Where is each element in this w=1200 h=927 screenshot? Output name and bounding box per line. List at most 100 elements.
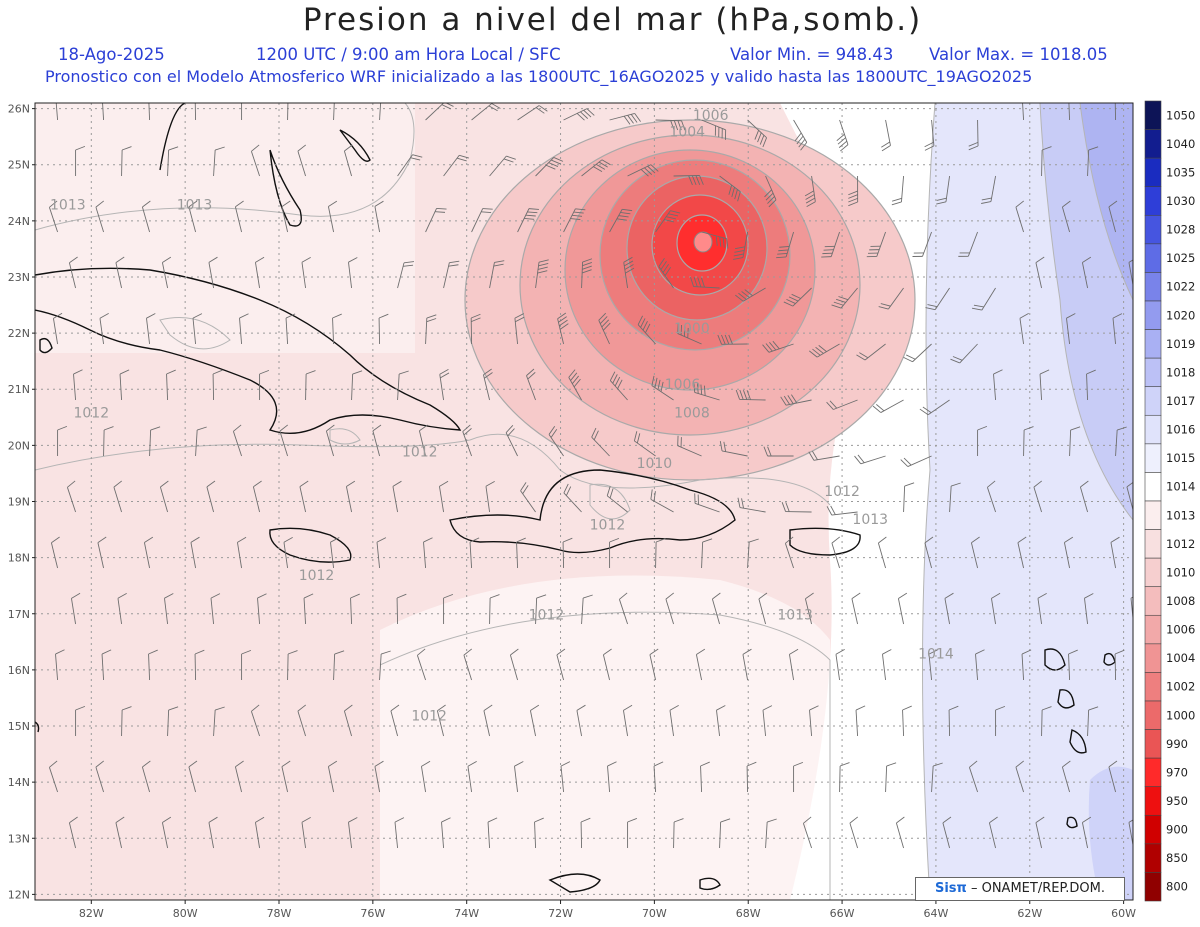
- wind-barb-feather: [924, 141, 934, 148]
- wind-barb-feather: [969, 760, 978, 768]
- contour-label: 1013: [852, 512, 888, 528]
- wind-barb-staff: [250, 711, 260, 737]
- wind-barb-feather: [818, 345, 827, 352]
- wind-barb-staff: [739, 507, 766, 513]
- wind-barb-feather: [973, 304, 984, 308]
- wind-barb-staff: [392, 486, 399, 513]
- colorbar-label: 1016: [1166, 423, 1195, 437]
- wind-barb-staff: [927, 399, 950, 416]
- lon-tick-label: 82W: [79, 907, 104, 920]
- wind-barb-staff: [945, 175, 951, 202]
- wind-barb-staff: [900, 175, 905, 202]
- wind-barb-staff: [517, 208, 530, 233]
- wind-barb-staff: [325, 430, 335, 457]
- wind-barb-feather: [558, 316, 567, 323]
- wind-barb-staff: [665, 599, 675, 625]
- wind-barb-feather: [576, 704, 586, 711]
- wind-barb-staff: [1087, 150, 1090, 177]
- wind-barb-feather: [75, 145, 86, 151]
- wind-barb-staff: [1037, 598, 1043, 625]
- wind-barb-feather: [449, 260, 460, 264]
- wind-barb-feather: [440, 372, 450, 379]
- wind-barb-staff: [97, 542, 105, 569]
- wind-barb-staff: [768, 343, 794, 353]
- wind-barb-feather: [463, 648, 473, 656]
- contour-label: 1013: [777, 607, 813, 623]
- wind-barb-feather: [812, 348, 821, 356]
- colorbar-swatch: [1144, 243, 1162, 273]
- wind-barb-feather: [97, 536, 107, 543]
- wind-barb-staff: [885, 119, 891, 146]
- wind-barb-feather: [898, 592, 908, 599]
- wind-barb-feather: [741, 291, 750, 298]
- wind-barb-feather: [113, 480, 123, 488]
- colorbar-swatch: [1144, 614, 1162, 645]
- colorbar-label: 1018: [1166, 365, 1195, 379]
- wind-barb-feather: [162, 256, 172, 263]
- wind-barb-staff: [934, 287, 950, 310]
- wind-barb-staff: [1069, 430, 1072, 457]
- wind-barb-feather: [303, 593, 314, 599]
- colorbar-label: 970: [1166, 765, 1188, 779]
- colorbar-label: 1028: [1166, 223, 1195, 237]
- contour-label: 1012: [299, 568, 335, 584]
- wind-barb-feather: [557, 312, 567, 320]
- wind-barb-feather: [767, 196, 775, 204]
- wind-barb-feather: [928, 649, 939, 655]
- wind-barb-feather: [469, 537, 480, 543]
- colorbar-swatch: [1144, 700, 1162, 730]
- wind-barb-feather: [570, 372, 578, 381]
- wind-barb-staff: [560, 766, 565, 793]
- wind-barb-staff: [232, 431, 242, 457]
- wind-barb-staff: [148, 654, 151, 681]
- wind-barb-feather: [507, 428, 515, 437]
- contour-label: 1014: [918, 647, 954, 663]
- wind-barb-staff: [694, 391, 720, 401]
- wind-barb-staff: [250, 151, 260, 177]
- wind-barb-feather: [764, 189, 772, 198]
- wind-barb-staff: [121, 709, 123, 737]
- colorbar-label: 1013: [1166, 508, 1195, 522]
- wind-barb-feather: [854, 455, 862, 465]
- wind-barb-feather: [583, 594, 593, 599]
- wind-barb-staff: [655, 119, 682, 122]
- wind-barb-feather: [902, 705, 912, 711]
- wind-barb-feather: [399, 370, 409, 375]
- wind-barb-staff: [975, 654, 979, 681]
- colorbar-label: 1014: [1166, 480, 1195, 494]
- wind-barb-feather: [838, 140, 848, 148]
- wind-barb-feather: [283, 536, 293, 543]
- wind-barb-feather: [148, 649, 158, 655]
- wind-barb-feather: [582, 265, 592, 270]
- wind-barb-staff: [970, 542, 979, 569]
- wind-barb-feather: [538, 105, 548, 112]
- wind-barb-feather: [1115, 90, 1124, 94]
- wind-barb-staff: [71, 598, 77, 625]
- wind-barb-feather: [233, 424, 242, 432]
- colorbar-swatch: [1144, 129, 1162, 159]
- wind-barb-feather: [778, 249, 789, 252]
- wind-barb-feather: [328, 200, 338, 207]
- wind-barb-feather: [647, 165, 656, 174]
- wind-barb-staff: [655, 541, 657, 569]
- wind-barb-feather: [765, 343, 773, 352]
- wind-barb-feather: [651, 375, 655, 386]
- colorbar-swatch: [1144, 557, 1162, 588]
- colorbar-swatch: [1144, 672, 1162, 702]
- lat-tick-label: 25N: [8, 159, 30, 172]
- wind-barb-feather: [948, 705, 959, 711]
- wind-barb-staff: [742, 287, 766, 302]
- wind-barb-staff: [556, 654, 565, 681]
- wind-barb-feather: [950, 358, 960, 364]
- wind-barb-staff: [121, 149, 123, 177]
- wind-barb-feather: [352, 370, 363, 375]
- wind-barb-feather: [790, 394, 798, 404]
- contour-label: 1012: [73, 405, 109, 421]
- wind-barb-feather: [607, 761, 617, 767]
- wind-barb-staff: [505, 432, 518, 457]
- wind-barb-feather: [251, 144, 260, 152]
- wind-barb-feather: [670, 210, 681, 214]
- wind-barb-feather: [924, 145, 935, 151]
- wind-barb-staff: [287, 653, 289, 681]
- wind-barb-staff: [439, 374, 445, 401]
